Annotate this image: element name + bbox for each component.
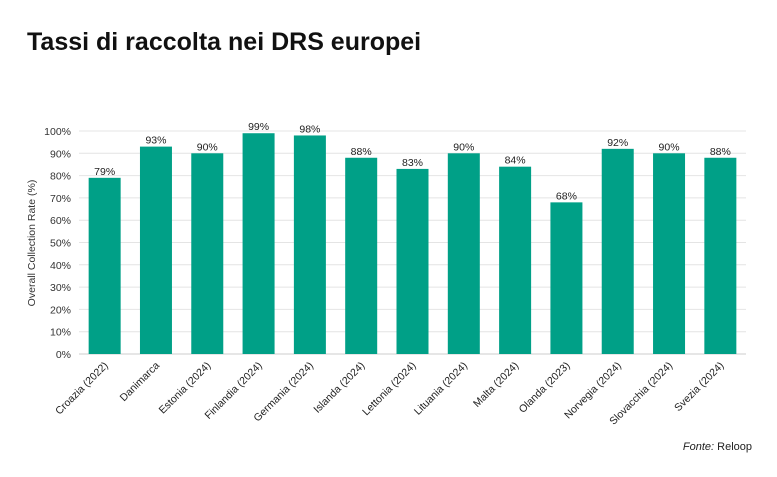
bar — [601, 148, 634, 354]
source-prefix: Fonte: — [683, 441, 714, 453]
x-tick-label: Svezia (2024) — [672, 360, 726, 414]
y-tick-label: 20% — [50, 304, 71, 316]
data-label: 88% — [710, 146, 731, 158]
x-tick-label: Islanda (2024) — [311, 360, 367, 416]
source-name: Reloop — [717, 441, 752, 453]
data-label: 83% — [402, 157, 423, 169]
chart-title: Tassi di raccolta nei DRS europei — [27, 28, 421, 56]
y-tick-label: 70% — [50, 193, 71, 205]
data-label: 90% — [659, 141, 680, 153]
x-tick-label: Danimarca — [118, 360, 162, 404]
bar — [191, 153, 224, 354]
x-tick-label: Estonia (2024) — [157, 360, 214, 417]
y-tick-label: 100% — [44, 126, 71, 138]
bars: 79% 93% 90% 99% 98% 88% 83% 90% 84% 68% 92% 90% 88% — [88, 121, 737, 354]
y-tick-label: 0% — [56, 349, 71, 361]
y-tick-label: 50% — [50, 238, 71, 250]
bar — [139, 146, 172, 354]
bar — [242, 133, 275, 354]
y-tick-label: 60% — [50, 215, 71, 227]
data-label: 99% — [248, 121, 269, 133]
bar — [550, 202, 583, 354]
bar — [345, 157, 378, 354]
bar — [396, 168, 429, 354]
bar — [704, 157, 737, 354]
data-label: 88% — [351, 146, 372, 158]
bar — [293, 135, 326, 354]
data-label: 98% — [299, 123, 320, 135]
y-tick-label: 40% — [50, 260, 71, 272]
bar — [88, 177, 121, 354]
source-note: Fonte: Reloop — [683, 441, 752, 453]
data-label: 92% — [607, 137, 628, 149]
data-label: 79% — [94, 166, 115, 178]
y-tick-label: 10% — [50, 327, 71, 339]
data-label: 68% — [556, 190, 577, 202]
y-axis-ticks: 0% 10% 20% 30% 40% 50% 60% 70% 80% 90% 100% — [44, 126, 71, 361]
data-label: 93% — [145, 135, 166, 147]
data-label: 90% — [197, 141, 218, 153]
y-tick-label: 90% — [50, 148, 71, 160]
bar — [447, 153, 480, 354]
data-label: 84% — [505, 155, 526, 167]
bar — [653, 153, 686, 354]
bar — [499, 166, 532, 354]
x-tick-label: Croazia (2022) — [53, 360, 111, 418]
x-tick-label: Olanda (2023) — [517, 360, 573, 416]
y-axis-title: Overall Collection Rate (%) — [26, 180, 38, 307]
x-tick-label: Malta (2024) — [471, 360, 521, 410]
data-label: 90% — [453, 141, 474, 153]
x-tick-label: Lituania (2024) — [412, 360, 470, 418]
x-tick-label: Lettonia (2024) — [360, 360, 418, 418]
y-tick-label: 30% — [50, 282, 71, 294]
y-tick-label: 80% — [50, 171, 71, 183]
